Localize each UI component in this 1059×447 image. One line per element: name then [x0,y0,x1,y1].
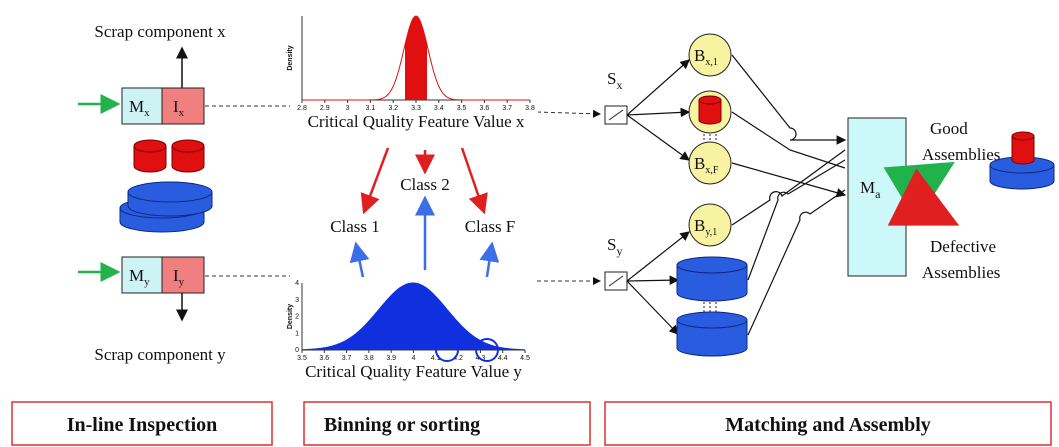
x-tick-label: 3.9 [386,355,396,362]
x-tick-label: 3.7 [342,355,352,362]
x-tick-label: 3.5 [457,105,467,112]
x-tick-label: 2.9 [320,105,330,112]
x-tick-label: 3.2 [388,105,398,112]
class-label: Class 1 [330,217,380,236]
x-tick-label: 2.8 [297,105,307,112]
section-label: Binning or sorting [324,414,480,436]
section-label: Matching and Assembly [725,414,931,436]
class-label: Class F [465,217,516,236]
sensor-y: Sy [607,235,622,258]
y-tick-label: 3 [295,297,299,304]
x-tick-label: 3 [346,105,350,112]
y-tick-label: 1 [295,330,299,337]
matching: Sx Sy Bx,1 Bx,F By,1 Ma Good Assemblies … [537,34,1054,356]
red-parts [134,140,204,172]
y-tick-label: 4 [295,280,299,287]
defective-label: Assemblies [922,263,1000,282]
x-tick-label: 3.6 [480,105,490,112]
y-axis-label: Density [287,45,294,70]
x-tick-label: 4 [412,355,416,362]
defective-label: Defective [930,237,996,256]
good-label: Good [930,119,968,138]
x-tick-label: 3.6 [319,355,329,362]
y-axis-label: Density [287,304,294,329]
y-tick-label: 2 [295,314,299,321]
x-tick-label: 4.5 [520,355,530,362]
diagram: Scrap component x Mx Ix My Iy Scrap comp… [0,0,1059,447]
good-label: Assemblies [922,145,1000,164]
x-axis-label: Critical Quality Feature Value x [308,112,525,131]
x-tick-label: 3.3 [411,105,421,112]
scrap-x: Scrap component x [94,22,226,41]
scrap-y: Scrap component y [94,345,226,364]
x-tick-label: 3.8 [364,355,374,362]
x-tick-label: 3.5 [297,355,307,362]
x-tick-label: 4.4 [498,355,508,362]
blue-parts [120,182,212,232]
sensor-x: Sx [607,69,622,92]
inspection: Scrap component x Mx Ix My Iy Scrap comp… [78,22,290,364]
x-tick-label: 3.8 [525,105,535,112]
x-tick-label: 3.4 [434,105,444,112]
x-tick-label: 3.1 [366,105,376,112]
y-tick-label: 0 [295,347,299,354]
x-tick-label: 3.7 [502,105,512,112]
section-label: In-line Inspection [67,414,218,436]
x-axis-label: Critical Quality Feature Value y [305,362,522,381]
class-label: Class 2 [400,175,450,194]
